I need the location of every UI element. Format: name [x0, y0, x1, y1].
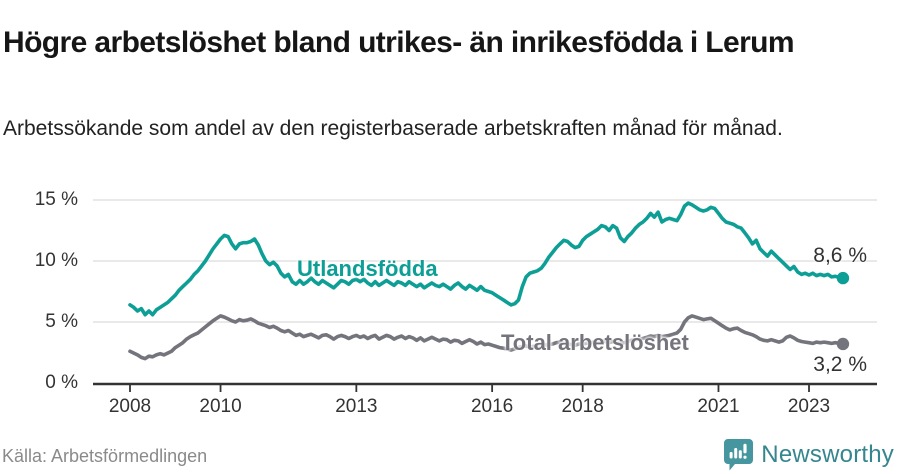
y-axis-tick-label: 5 %: [45, 311, 78, 332]
x-axis-tick-label: 2023: [787, 396, 831, 417]
x-axis-tick-label: 2018: [561, 396, 604, 417]
y-axis-tick-label: 0 %: [45, 372, 78, 393]
newsworthy-logo[interactable]: Newsworthy: [723, 438, 894, 471]
newsworthy-icon: [724, 439, 754, 471]
newsworthy-wordmark: Newsworthy: [761, 440, 894, 468]
x-axis-tick-label: 2013: [335, 396, 378, 417]
x-axis-tick-label: 2010: [199, 396, 242, 417]
total-end-dot: [836, 337, 850, 351]
end-value-utlandsfodda: 8,6 %: [813, 244, 867, 267]
x-axis-tick-label: 2008: [108, 396, 152, 417]
chart-subtitle: Arbetssökande som andel av den registerb…: [3, 117, 783, 140]
x-axis-tick-label: 2016: [470, 396, 514, 417]
utlandsfodda-line: [128, 201, 845, 317]
y-axis-tick-label: 10 %: [34, 250, 78, 271]
source-caption: Källa: Arbetsförmedlingen: [2, 446, 208, 466]
page-title: Högre arbetslöshet bland utrikes- än inr…: [3, 26, 795, 60]
total-line: [128, 314, 845, 361]
utlandsfodda-end-dot: [836, 271, 850, 285]
y-axis-tick-label: 15 %: [34, 189, 78, 210]
series-label-total: Total arbetslöshet: [501, 330, 689, 355]
end-value-total: 3,2 %: [813, 353, 867, 376]
x-axis-tick-label: 2021: [697, 396, 740, 417]
series-label-utlandsfodda: Utlandsfödda: [297, 256, 438, 281]
